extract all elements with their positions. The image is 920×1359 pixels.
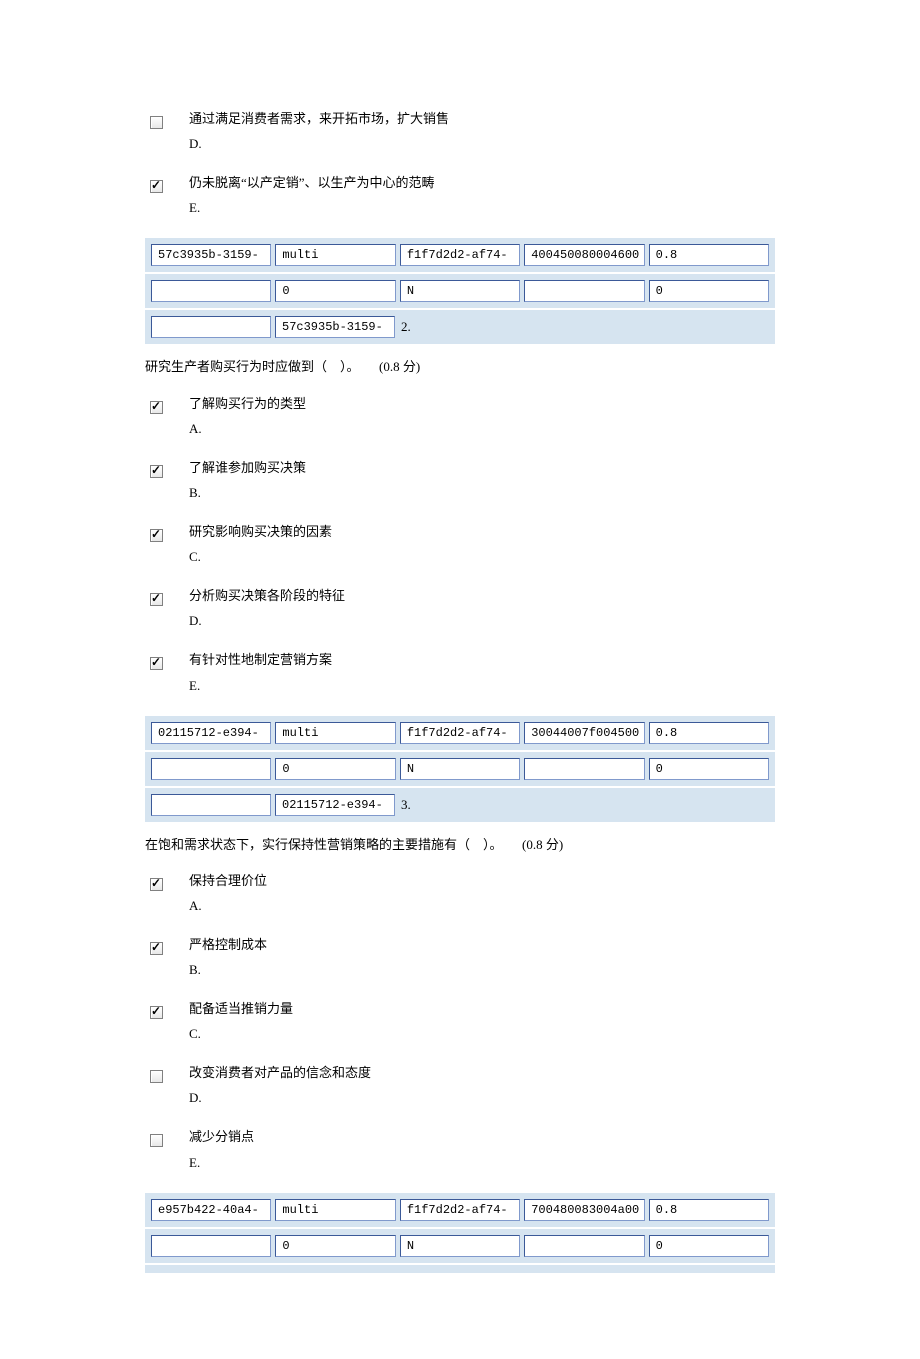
q2-text: 研究生产者购买行为时应做到（ ）。 (0.8 分) — [145, 358, 775, 376]
option-text: 减少分销点 — [189, 1128, 254, 1146]
meta-cell[interactable]: 0 — [275, 280, 395, 302]
meta-cell[interactable]: N — [400, 1235, 520, 1257]
meta-cell[interactable]: 57c3935b-3159- — [275, 316, 395, 338]
q3-option-a: 保持合理价位 A. — [145, 872, 775, 914]
meta-row-1: 02115712-e394- multi f1f7d2d2-af74- 3004… — [145, 716, 775, 750]
meta-cell[interactable]: f1f7d2d2-af74- — [400, 244, 520, 266]
meta-cell[interactable]: 0.8 — [649, 1199, 769, 1221]
checkbox-q3-c[interactable] — [150, 1006, 163, 1019]
question-number: 3. — [399, 797, 411, 813]
meta-row-2: 0 N 0 — [145, 752, 775, 786]
checkbox-q2-a[interactable] — [150, 401, 163, 414]
meta-cell[interactable]: 0.8 — [649, 722, 769, 744]
option-text: 研究影响购买决策的因素 — [189, 523, 332, 541]
option-label: E. — [189, 200, 435, 216]
option-text: 配备适当推销力量 — [189, 1000, 293, 1018]
meta-cell[interactable]: 400450080004600 — [524, 244, 644, 266]
meta-cell[interactable]: 0 — [649, 280, 769, 302]
meta-cell[interactable]: N — [400, 758, 520, 780]
checkbox-q3-a[interactable] — [150, 878, 163, 891]
q2-meta-block: 02115712-e394- multi f1f7d2d2-af74- 3004… — [145, 716, 775, 822]
checkbox-q3-d[interactable] — [150, 1070, 163, 1083]
meta-cell[interactable]: f1f7d2d2-af74- — [400, 1199, 520, 1221]
meta-cell[interactable]: 57c3935b-3159- — [151, 244, 271, 266]
page-container: 通过满足消费者需求，来开拓市场，扩大销售 D. 仍未脱离“以产定销”、以生产为中… — [0, 0, 920, 1359]
q3-option-d: 改变消费者对产品的信念和态度 D. — [145, 1064, 775, 1106]
option-label: C. — [189, 1026, 293, 1042]
q3-option-e: 减少分销点 E. — [145, 1128, 775, 1170]
meta-row-2: 0 N 0 — [145, 274, 775, 308]
option-text: 保持合理价位 — [189, 872, 267, 890]
meta-row-2: 0 N 0 — [145, 1229, 775, 1263]
checkbox-q1-e[interactable] — [150, 180, 163, 193]
option-label: A. — [189, 898, 267, 914]
option-label: B. — [189, 485, 306, 501]
meta-cell[interactable]: 0.8 — [649, 244, 769, 266]
meta-cell[interactable]: 0 — [649, 758, 769, 780]
meta-cell[interactable] — [151, 316, 271, 338]
option-label: B. — [189, 962, 267, 978]
q3-meta-block: e957b422-40a4- multi f1f7d2d2-af74- 7004… — [145, 1193, 775, 1273]
checkbox-q1-d[interactable] — [150, 116, 163, 129]
option-text: 了解谁参加购买决策 — [189, 459, 306, 477]
q2-option-d: 分析购买决策各阶段的特征 D. — [145, 587, 775, 629]
meta-cell[interactable]: 02115712-e394- — [275, 794, 395, 816]
meta-row-3: 02115712-e394- 3. — [145, 788, 775, 822]
q1-option-e: 仍未脱离“以产定销”、以生产为中心的范畴 E. — [145, 174, 775, 216]
meta-cell[interactable] — [524, 280, 644, 302]
meta-cell[interactable] — [524, 1235, 644, 1257]
option-text: 有针对性地制定营销方案 — [189, 651, 332, 669]
checkbox-q2-c[interactable] — [150, 529, 163, 542]
meta-cell[interactable] — [151, 794, 271, 816]
q1-meta-block: 57c3935b-3159- multi f1f7d2d2-af74- 4004… — [145, 238, 775, 344]
meta-cell[interactable]: 02115712-e394- — [151, 722, 271, 744]
checkbox-q2-b[interactable] — [150, 465, 163, 478]
question-number: 2. — [399, 319, 411, 335]
meta-cell[interactable]: 0 — [649, 1235, 769, 1257]
meta-cell[interactable]: multi — [275, 1199, 395, 1221]
q3-text: 在饱和需求状态下，实行保持性营销策略的主要措施有（ ）。 (0.8 分) — [145, 836, 775, 854]
option-text: 改变消费者对产品的信念和态度 — [189, 1064, 371, 1082]
option-label: A. — [189, 421, 306, 437]
meta-cell[interactable]: multi — [275, 722, 395, 744]
option-text: 分析购买决策各阶段的特征 — [189, 587, 345, 605]
option-text: 严格控制成本 — [189, 936, 267, 954]
meta-row-3-partial — [145, 1265, 775, 1273]
checkbox-q3-e[interactable] — [150, 1134, 163, 1147]
option-label: D. — [189, 1090, 371, 1106]
meta-cell[interactable]: multi — [275, 244, 395, 266]
meta-cell[interactable]: e957b422-40a4- — [151, 1199, 271, 1221]
option-label: E. — [189, 1155, 254, 1171]
q2-option-e: 有针对性地制定营销方案 E. — [145, 651, 775, 693]
option-text: 了解购买行为的类型 — [189, 395, 306, 413]
meta-cell[interactable] — [151, 1235, 271, 1257]
meta-cell[interactable] — [524, 758, 644, 780]
meta-cell[interactable] — [151, 280, 271, 302]
option-label: C. — [189, 549, 332, 565]
option-label: D. — [189, 613, 345, 629]
meta-cell[interactable]: 30044007f004500 — [524, 722, 644, 744]
meta-cell[interactable] — [151, 758, 271, 780]
q3-option-c: 配备适当推销力量 C. — [145, 1000, 775, 1042]
q2-option-a: 了解购买行为的类型 A. — [145, 395, 775, 437]
q2-option-b: 了解谁参加购买决策 B. — [145, 459, 775, 501]
meta-cell[interactable]: N — [400, 280, 520, 302]
option-text: 仍未脱离“以产定销”、以生产为中心的范畴 — [189, 174, 435, 192]
option-label: E. — [189, 678, 332, 694]
checkbox-q2-e[interactable] — [150, 657, 163, 670]
meta-cell[interactable]: 0 — [275, 758, 395, 780]
meta-row-1: 57c3935b-3159- multi f1f7d2d2-af74- 4004… — [145, 238, 775, 272]
q1-option-d: 通过满足消费者需求，来开拓市场，扩大销售 D. — [145, 110, 775, 152]
q3-option-b: 严格控制成本 B. — [145, 936, 775, 978]
meta-row-1: e957b422-40a4- multi f1f7d2d2-af74- 7004… — [145, 1193, 775, 1227]
meta-cell[interactable]: 700480083004a00 — [524, 1199, 644, 1221]
option-label: D. — [189, 136, 449, 152]
meta-cell[interactable]: f1f7d2d2-af74- — [400, 722, 520, 744]
checkbox-q2-d[interactable] — [150, 593, 163, 606]
meta-cell[interactable]: 0 — [275, 1235, 395, 1257]
q2-option-c: 研究影响购买决策的因素 C. — [145, 523, 775, 565]
checkbox-q3-b[interactable] — [150, 942, 163, 955]
option-text: 通过满足消费者需求，来开拓市场，扩大销售 — [189, 110, 449, 128]
meta-row-3: 57c3935b-3159- 2. — [145, 310, 775, 344]
